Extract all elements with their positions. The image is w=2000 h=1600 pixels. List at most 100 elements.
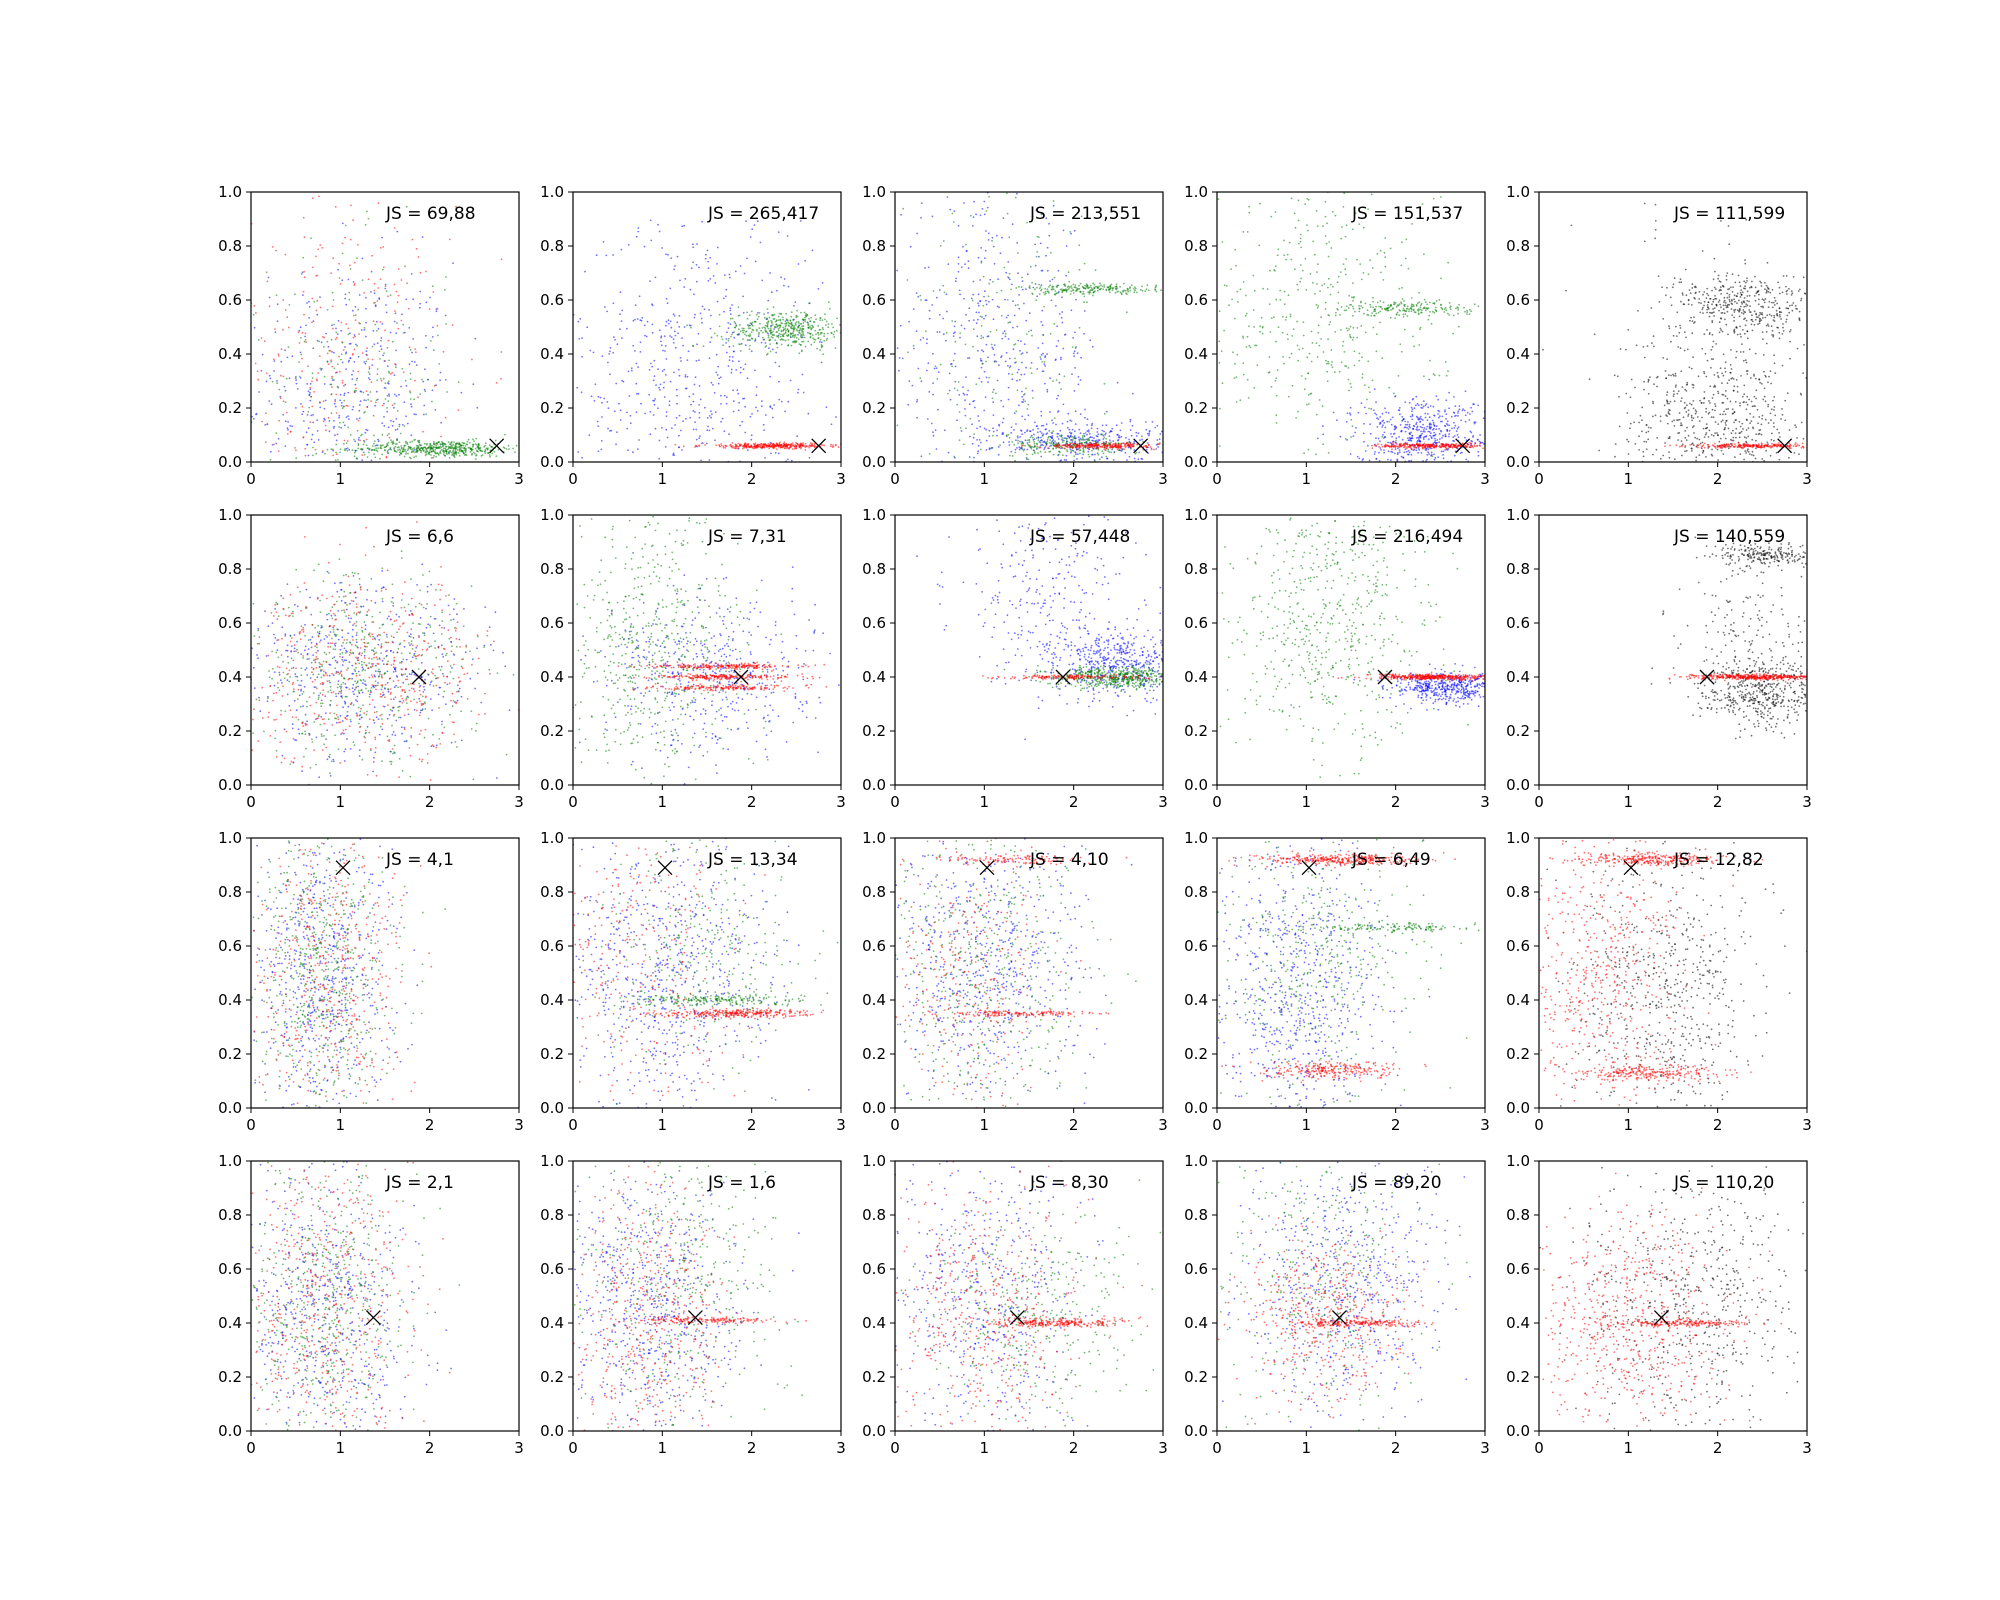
- scatter-point: [790, 445, 793, 448]
- scatter-point: [901, 357, 904, 360]
- scatter-point: [1433, 311, 1436, 314]
- scatter-point: [1340, 306, 1343, 308]
- scatter-point: [1389, 418, 1392, 421]
- scatter-point: [665, 297, 668, 300]
- scatter-point: [1033, 433, 1035, 436]
- scatter-point: [749, 324, 751, 327]
- scatter-point: [1019, 440, 1021, 443]
- scatter-point: [807, 445, 809, 448]
- scatter-point: [1041, 269, 1044, 272]
- scatter-point: [1452, 314, 1455, 317]
- scatter-point: [279, 374, 282, 377]
- scatter-point: [1421, 432, 1423, 435]
- scatter-point: [657, 368, 659, 371]
- scatter-point: [1402, 313, 1405, 316]
- scatter-point: [1118, 445, 1120, 447]
- scatter-point: [1350, 386, 1353, 388]
- scatter-point: [1325, 242, 1328, 245]
- scatter-point: [1412, 303, 1415, 306]
- scatter-point: [965, 376, 967, 378]
- scatter-point: [1077, 287, 1079, 290]
- scatter-point: [255, 412, 258, 415]
- scatter-point: [1000, 289, 1003, 292]
- scatter-point: [1129, 287, 1131, 290]
- scatter-point: [371, 448, 373, 451]
- scatter-point: [1094, 269, 1097, 272]
- scatter-point: [1343, 192, 1346, 195]
- scatter-point: [1024, 400, 1027, 403]
- scatter-point: [1101, 424, 1104, 427]
- scatter-point: [954, 280, 957, 283]
- scatter-point: [377, 202, 380, 205]
- scatter-point: [739, 324, 741, 326]
- scatter-point: [820, 346, 823, 349]
- scatter-point: [1399, 343, 1402, 346]
- scatter-point: [335, 412, 338, 414]
- scatter-point: [1402, 316, 1405, 318]
- scatter-point: [394, 312, 397, 315]
- scatter-point: [1351, 339, 1354, 341]
- scatter-point: [1403, 451, 1406, 454]
- scatter-point: [667, 322, 670, 325]
- scatter-point: [603, 397, 606, 400]
- scatter-point: [700, 317, 703, 320]
- x-tick-label: 2: [425, 470, 435, 488]
- scatter-point: [907, 351, 909, 354]
- scatter-point: [429, 443, 431, 445]
- scatter-point: [1434, 306, 1437, 309]
- scatter-point: [977, 349, 979, 352]
- scatter-point: [701, 220, 703, 223]
- scatter-point: [1066, 426, 1069, 429]
- scatter-point: [1073, 350, 1076, 353]
- scatter-point: [388, 359, 390, 362]
- scatter-point: [425, 413, 427, 416]
- scatter-point: [1007, 338, 1010, 340]
- scatter-point: [1306, 403, 1308, 406]
- scatter-point: [1352, 307, 1355, 310]
- scatter-point: [299, 377, 302, 379]
- scatter-point: [1060, 317, 1063, 319]
- scatter-point: [455, 442, 458, 445]
- scatter-point: [747, 445, 750, 448]
- scatter-point: [1074, 286, 1077, 288]
- scatter-point: [1383, 251, 1386, 254]
- scatter-point: [678, 434, 680, 437]
- scatter-point: [1075, 298, 1077, 301]
- scatter-point: [958, 289, 961, 292]
- scatter-point: [404, 379, 407, 382]
- scatter-point: [812, 337, 814, 340]
- scatter-point: [772, 447, 775, 449]
- scatter-point: [1007, 433, 1010, 436]
- scatter-point: [420, 446, 423, 449]
- scatter-point: [1448, 429, 1451, 432]
- scatter-points: [251, 195, 518, 462]
- scatter-point: [983, 370, 986, 373]
- scatter-point: [1107, 448, 1110, 451]
- scatter-point: [335, 453, 338, 456]
- scatter-point: [308, 300, 310, 303]
- scatter-point: [799, 327, 802, 330]
- scatter-point: [1352, 300, 1354, 302]
- scatter-point: [278, 419, 280, 422]
- scatter-point: [340, 321, 343, 324]
- scatter-point: [424, 454, 427, 457]
- scatter-point: [1099, 445, 1102, 448]
- scatter-point: [787, 344, 790, 346]
- y-tick-label: 0.2: [540, 399, 564, 417]
- scatter-point: [305, 431, 308, 434]
- scatter-point: [413, 413, 416, 416]
- scatter-point: [797, 333, 799, 336]
- scatter-point: [1334, 314, 1337, 317]
- scatter-point: [1395, 314, 1398, 316]
- scatter-point: [1044, 365, 1047, 367]
- scatter-point: [802, 322, 805, 324]
- scatter-point: [380, 447, 383, 450]
- scatter-point: [410, 273, 413, 275]
- scatter-point: [755, 328, 758, 331]
- scatter-point: [271, 246, 274, 248]
- scatter-point: [1010, 450, 1013, 453]
- scatter-point: [732, 345, 735, 347]
- scatter-point: [804, 442, 807, 445]
- scatter-point: [1367, 360, 1370, 363]
- scatter-point: [934, 365, 937, 368]
